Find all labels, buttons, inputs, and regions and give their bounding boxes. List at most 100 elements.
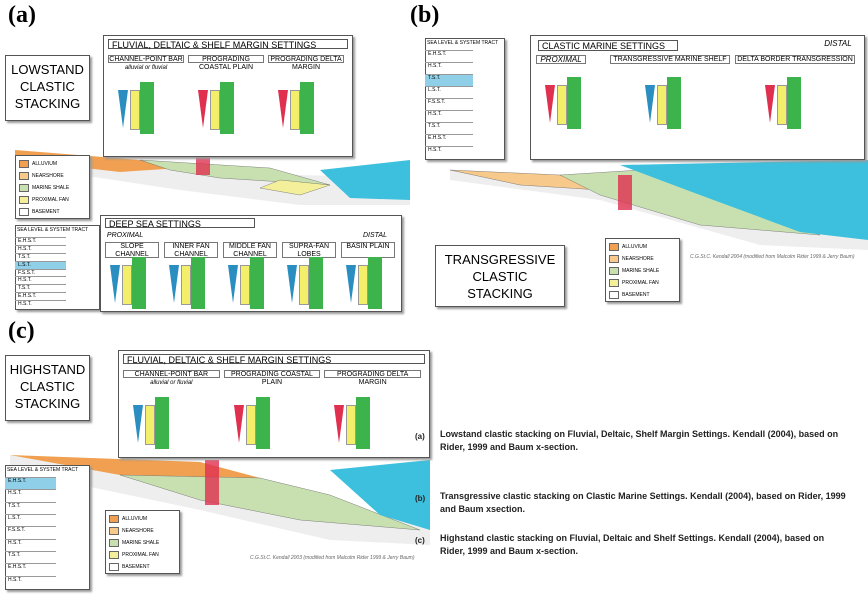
- stacking-title: TRANSGRESSIVE: [435, 251, 565, 268]
- tract-row: F.S.S.T.: [5, 526, 56, 538]
- tract-title: SEA LEVEL & SYSTEM TRACT: [7, 467, 88, 475]
- tract-row: T.S.T.: [15, 284, 66, 292]
- log-column: [220, 82, 234, 134]
- sand: [145, 405, 155, 445]
- log-column: [356, 397, 370, 449]
- well: [618, 175, 632, 210]
- legend-label: NEARSHORE: [622, 256, 680, 264]
- setting-sub: alluvial or fluvial: [123, 379, 220, 386]
- legend-swatch: [19, 172, 29, 180]
- legend-label: PROXIMAL FAN: [122, 552, 180, 560]
- stacking-title: CLASTIC: [435, 268, 565, 285]
- arrow: [765, 85, 775, 123]
- arrow: [110, 265, 120, 303]
- tract-row: T.S.T.: [15, 253, 66, 261]
- tract-row: H.S.T.: [15, 300, 66, 308]
- tract-row: H.S.T.: [5, 576, 56, 588]
- proximal: PROXIMAL: [105, 232, 145, 240]
- legend-swatch: [109, 527, 119, 535]
- tract-row: T.S.T.: [5, 502, 56, 514]
- tract-row: T.S.T.: [425, 122, 473, 134]
- log-column: [132, 257, 146, 309]
- tract-row: L.S.T.: [425, 86, 473, 98]
- legend-label: MARINE SHALE: [122, 540, 180, 548]
- caption-text: Highstand clastic stacking on Fluvial, D…: [440, 532, 850, 562]
- setting-label: DELTA BORDER TRANSGRESSION: [735, 55, 855, 64]
- tract-row: L.S.T.: [15, 261, 66, 269]
- arrow: [645, 85, 655, 123]
- tract-row: F.S.S.T.: [425, 98, 473, 110]
- tract-row: H.S.T.: [15, 245, 66, 253]
- stacking-title: STACKING: [5, 395, 90, 412]
- legend-swatch: [609, 279, 619, 287]
- log-column: [155, 397, 169, 449]
- settings-title: CLASTIC MARINE SETTINGS: [538, 40, 678, 51]
- credit: C.G.St.C. Kendall 2004 (modified from Ma…: [690, 254, 865, 262]
- deep-sea-setting: SUPRA-FAN LOBES: [282, 242, 336, 258]
- distal: DISTAL: [355, 232, 395, 240]
- tract-row: L.S.T.: [5, 514, 56, 526]
- legend-swatch: [19, 208, 29, 216]
- stacking-title: LOWSTAND: [5, 61, 90, 78]
- legend-swatch: [609, 243, 619, 251]
- panel-label: (b): [410, 2, 450, 28]
- stacking-title: HIGHSTAND: [5, 361, 90, 378]
- credit: C.G.St.C. Kendall 2003 (modified from Ma…: [250, 555, 425, 563]
- stacking-title: STACKING: [5, 95, 90, 112]
- sand: [557, 85, 567, 125]
- arrow: [133, 405, 143, 443]
- legend-label: PROXIMAL FAN: [622, 280, 680, 288]
- tract-row: H.S.T.: [15, 276, 66, 284]
- tract-row: T.S.T.: [5, 551, 56, 563]
- tract-row: E.H.S.T.: [425, 134, 473, 146]
- legend-swatch: [609, 255, 619, 263]
- setting-label: CHANNEL-POINT BAR: [108, 55, 184, 63]
- log-column: [567, 77, 581, 129]
- sand: [657, 85, 667, 125]
- tract-row: E.H.S.T.: [15, 292, 66, 300]
- tract-row: H.S.T.: [425, 62, 473, 74]
- stacking-title: CLASTIC: [5, 378, 90, 395]
- arrow: [234, 405, 244, 443]
- well: [205, 460, 219, 505]
- tract-row: H.S.T.: [425, 146, 473, 158]
- legend-label: MARINE SHALE: [622, 268, 680, 276]
- tract-row: E.H.S.T.: [425, 50, 473, 62]
- sand: [240, 265, 250, 305]
- setting-label: PROGRADING COASTAL PLAIN: [224, 370, 321, 378]
- arrow: [334, 405, 344, 443]
- log-column: [250, 257, 264, 309]
- legend-swatch: [109, 551, 119, 559]
- settings-title: FLUVIAL, DELTAIC & SHELF MARGIN SETTINGS: [123, 354, 425, 364]
- tract-row: H.S.T.: [5, 489, 56, 501]
- tract-title: SEA LEVEL & SYSTEM TRACT: [427, 40, 503, 48]
- legend-label: ALLUVIUM: [122, 516, 180, 524]
- setting-label: TRANSGRESSIVE MARINE SHELF: [610, 55, 730, 64]
- legend-swatch: [19, 160, 29, 168]
- tract-row: E.H.S.T.: [5, 563, 56, 575]
- deep-sea-setting: BASIN PLAIN: [341, 242, 395, 258]
- legend-label: PROXIMAL FAN: [32, 197, 90, 205]
- arrow: [346, 265, 356, 303]
- legend-swatch: [19, 196, 29, 204]
- arrow: [278, 90, 288, 128]
- panel-label: (a): [8, 2, 48, 28]
- legend-swatch: [609, 291, 619, 299]
- caption-label: (a): [415, 430, 439, 444]
- arrow: [228, 265, 238, 303]
- legend-label: BASEMENT: [622, 292, 680, 300]
- caption-label: (c): [415, 534, 439, 548]
- sand: [181, 265, 191, 305]
- tract-title: SEA LEVEL & SYSTEM TRACT: [17, 227, 98, 235]
- stacking-title: CLASTIC: [5, 78, 90, 95]
- legend-swatch: [609, 267, 619, 275]
- setting-label: CHANNEL-POINT BAR: [123, 370, 220, 378]
- deep-sea-setting: INNER FAN CHANNEL: [164, 242, 218, 258]
- tract-row: H.S.T.: [5, 539, 56, 551]
- legend-label: ALLUVIUM: [32, 161, 90, 169]
- log-column: [191, 257, 205, 309]
- legend-label: ALLUVIUM: [622, 244, 680, 252]
- sand: [358, 265, 368, 305]
- settings-title: FLUVIAL, DELTAIC & SHELF MARGIN SETTINGS: [108, 39, 348, 49]
- log-column: [300, 82, 314, 134]
